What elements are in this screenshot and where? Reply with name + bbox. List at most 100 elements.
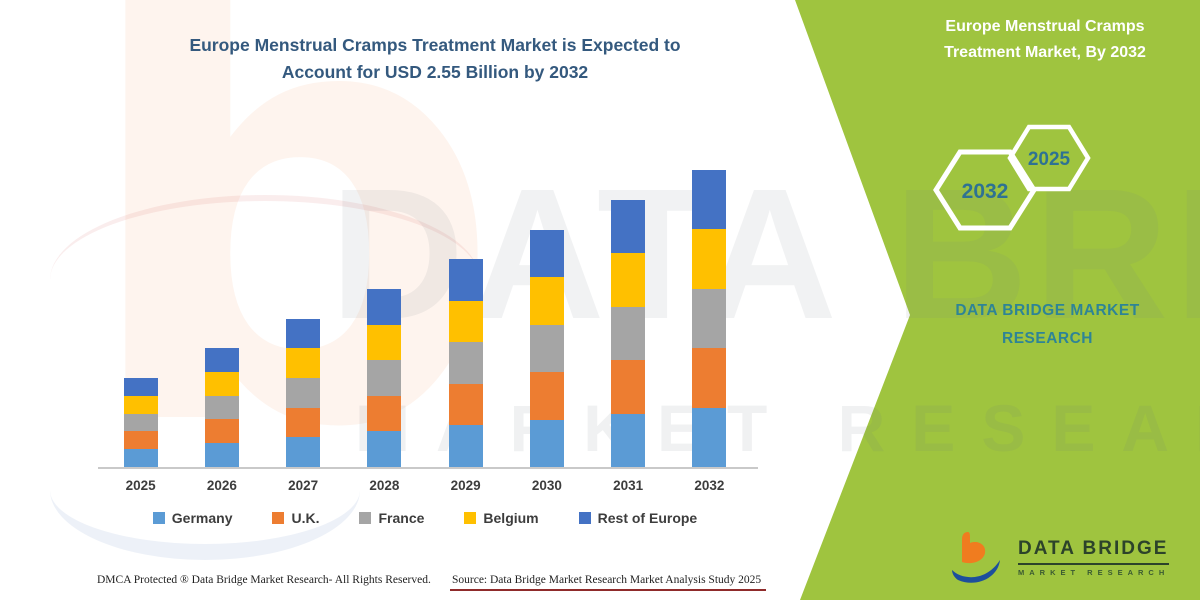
legend-label: Rest of Europe	[597, 510, 698, 526]
legend-swatch-icon	[359, 512, 372, 524]
bar-segment-u-k-	[286, 407, 321, 438]
bar-column-2027	[263, 318, 344, 467]
chart-title-line1: Europe Menstrual Cramps Treatment Market…	[189, 35, 681, 55]
bar-column-2032	[669, 170, 750, 467]
x-axis-label-2030: 2030	[531, 478, 562, 493]
bar-segment-belgium	[692, 229, 727, 289]
side-panel-title-line2: Treatment Market, By 2032	[944, 43, 1146, 61]
x-axis-label-2026: 2026	[206, 478, 237, 493]
legend-label: Germany	[171, 510, 233, 526]
bar-segment-germany	[367, 431, 402, 467]
bar-segment-u-k-	[529, 372, 564, 420]
bar-segment-belgium	[529, 277, 564, 325]
data-bridge-logo-icon	[952, 532, 1000, 583]
bar-segment-germany	[692, 407, 727, 467]
side-panel-title: Europe Menstrual Cramps Treatment Market…	[900, 14, 1190, 65]
hexagon-small-year: 2025	[1028, 149, 1071, 170]
bar-segment-france	[529, 324, 564, 372]
chart-title: Europe Menstrual Cramps Treatment Market…	[125, 32, 745, 86]
legend-item-u-k-: U.K.	[272, 510, 319, 526]
legend: Germany U.K. France Belgium Rest of Europe	[100, 510, 750, 526]
bar-segment-france	[123, 413, 158, 432]
bar-2026	[204, 348, 239, 467]
legend-swatch-icon	[464, 512, 477, 524]
x-axis-label-2029: 2029	[450, 478, 481, 493]
bar-segment-germany	[529, 419, 564, 467]
bar-2031	[611, 199, 646, 467]
bar-segment-belgium	[448, 300, 483, 343]
logo-swoosh-shape	[952, 560, 1000, 583]
bar-segment-rest-of-europe	[692, 170, 727, 230]
bar-2028	[367, 289, 402, 467]
legend-item-france: France	[359, 510, 424, 526]
source-note: Source: Data Bridge Market Research Mark…	[452, 574, 762, 586]
x-axis-label-2032: 2032	[694, 478, 725, 493]
legend-label: France	[378, 510, 425, 526]
bar-segment-belgium	[367, 324, 402, 361]
logo-title: DATA BRIDGE	[1018, 538, 1170, 565]
x-axis-label-2028: 2028	[369, 478, 400, 493]
plot-area	[100, 150, 750, 467]
bar-column-2025	[100, 378, 181, 467]
logo-b-shape	[962, 532, 986, 564]
hexagon-large-icon	[933, 149, 1037, 231]
chart-title-line2: Account for USD 2.55 Billion by 2032	[281, 62, 589, 83]
bar-segment-rest-of-europe	[529, 229, 564, 277]
bar-segment-france	[286, 377, 321, 408]
bar-segment-germany	[204, 443, 239, 467]
bar-segment-france	[204, 395, 239, 420]
bar-segment-u-k-	[448, 383, 483, 426]
bar-segment-germany	[611, 413, 646, 467]
bar-column-2028	[344, 289, 425, 467]
bar-column-2030	[506, 229, 587, 467]
side-panel-title-line1: Europe Menstrual Cramps	[945, 18, 1145, 35]
legend-item-germany: Germany	[152, 510, 233, 526]
bar-segment-rest-of-europe	[286, 318, 321, 349]
bar-2027	[286, 318, 321, 467]
bar-2032	[692, 170, 727, 467]
bar-2025	[123, 378, 158, 467]
legend-item-rest-of-europe: Rest of Europe	[578, 510, 698, 526]
bar-segment-france	[367, 360, 402, 396]
bar-segment-u-k-	[367, 395, 402, 432]
bar-2029	[448, 259, 483, 467]
x-axis-label-2027: 2027	[288, 478, 319, 493]
hexagon-graphic: 2032 2025	[933, 124, 1091, 231]
hexagon-small-icon	[1007, 124, 1091, 192]
legend-swatch-icon	[578, 512, 591, 524]
dmca-notice: DMCA Protected ® Data Bridge Market Rese…	[97, 574, 431, 586]
bar-segment-germany	[123, 449, 158, 467]
brand-text-line1: DATA BRIDGE MARKET	[955, 302, 1140, 319]
x-axis-label-2025: 2025	[125, 478, 156, 493]
data-bridge-logo: DATA BRIDGE MARKET RESEARCH	[948, 530, 1170, 584]
bar-column-2026	[181, 348, 262, 467]
bar-segment-rest-of-europe	[611, 199, 646, 253]
brand-text-line2: RESEARCH	[1002, 329, 1093, 347]
logo-text-block: DATA BRIDGE MARKET RESEARCH	[1018, 538, 1170, 577]
bar-column-2029	[425, 259, 506, 467]
legend-label: Belgium	[483, 510, 539, 526]
bar-segment-germany	[286, 437, 321, 467]
bar-segment-france	[692, 288, 727, 349]
bar-segment-u-k-	[611, 360, 646, 414]
bar-segment-u-k-	[204, 419, 239, 444]
legend-item-belgium: Belgium	[464, 510, 539, 526]
bar-segment-france	[448, 342, 483, 384]
source-underline	[450, 589, 766, 591]
bar-segment-france	[611, 306, 646, 360]
bar-segment-belgium	[611, 253, 646, 307]
x-axis-line	[98, 467, 758, 469]
x-axis-label-2031: 2031	[613, 478, 644, 493]
bar-column-2031	[588, 199, 669, 467]
legend-swatch-icon	[272, 512, 285, 524]
bar-segment-rest-of-europe	[123, 378, 158, 396]
logo-subtitle: MARKET RESEARCH	[1018, 567, 1170, 577]
bar-2030	[529, 229, 564, 467]
bar-segment-u-k-	[692, 348, 727, 408]
brand-text: DATA BRIDGE MARKET RESEARCH	[905, 297, 1190, 353]
bar-segment-rest-of-europe	[204, 348, 239, 372]
bar-segment-rest-of-europe	[448, 259, 483, 301]
legend-swatch-icon	[152, 512, 165, 524]
bar-segment-u-k-	[123, 431, 158, 450]
